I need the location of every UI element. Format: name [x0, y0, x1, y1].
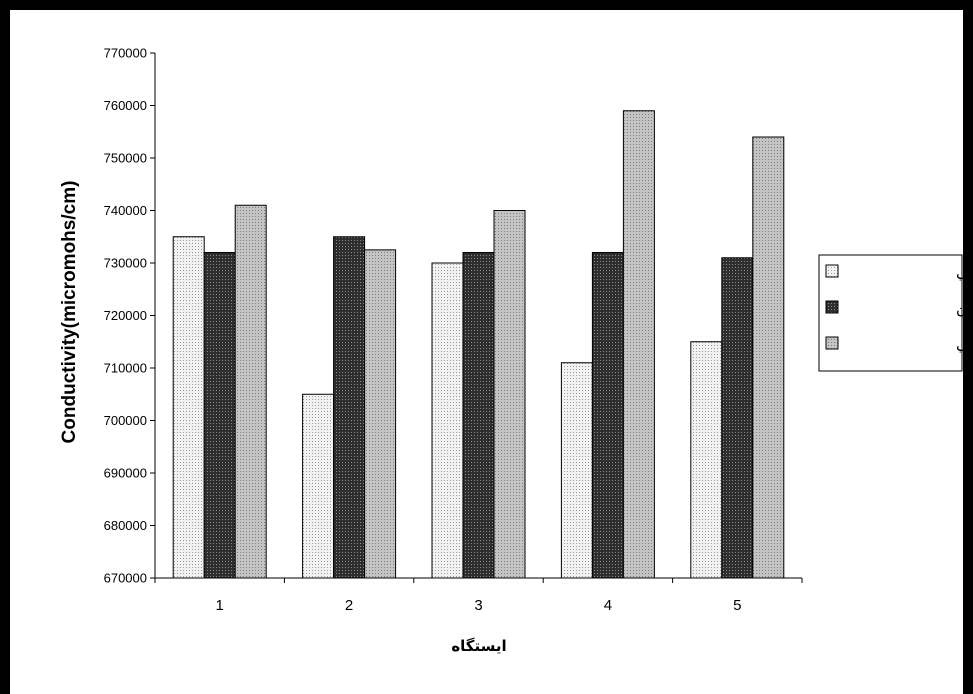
y-tick-label: 710000: [104, 361, 147, 376]
bar: [752, 136, 785, 579]
y-tick-label: 730000: [104, 256, 147, 271]
x-tick-label: 5: [733, 597, 741, 614]
y-tick-label: 750000: [104, 151, 147, 166]
bar: [333, 236, 366, 579]
x-tick-label: 3: [474, 597, 482, 614]
bar: [203, 252, 236, 579]
y-tick-label: 720000: [104, 308, 147, 323]
y-tick-label: 680000: [104, 518, 147, 533]
legend-swatch: [825, 336, 839, 350]
bar: [721, 257, 754, 579]
y-tick-label: 700000: [104, 413, 147, 428]
y-tick-label: 690000: [104, 466, 147, 481]
bar: [690, 341, 723, 579]
legend-swatch: [825, 300, 839, 314]
bar: [493, 210, 526, 579]
bar: [431, 262, 464, 579]
legend-label: جنوب شرقي: [956, 263, 973, 282]
x-tick-label: 4: [604, 597, 612, 614]
x-axis-label: ايستگاه: [451, 637, 506, 655]
y-tick-label: 760000: [104, 98, 147, 113]
legend-swatch: [825, 264, 839, 278]
legend-label: شمال غربي: [956, 335, 973, 354]
legend-box: [818, 254, 963, 372]
bar: [462, 252, 495, 579]
bar: [560, 362, 593, 579]
x-tick-label: 1: [216, 597, 224, 614]
y-axis-label: Conductivity(micromohs/cm): [59, 181, 80, 444]
bar: [302, 393, 335, 579]
bar: [622, 110, 655, 579]
y-tick-label: 670000: [104, 571, 147, 586]
y-tick-label: 770000: [104, 46, 147, 61]
bar: [172, 236, 205, 579]
bar: [591, 252, 624, 579]
bar: [234, 204, 267, 579]
bar: [364, 249, 397, 579]
y-tick-label: 740000: [104, 203, 147, 218]
legend-label: ميانگين: [956, 299, 973, 317]
x-tick-label: 2: [345, 597, 353, 614]
legend: جنوب شرقي ميانگين شمال غربي: [818, 254, 973, 372]
